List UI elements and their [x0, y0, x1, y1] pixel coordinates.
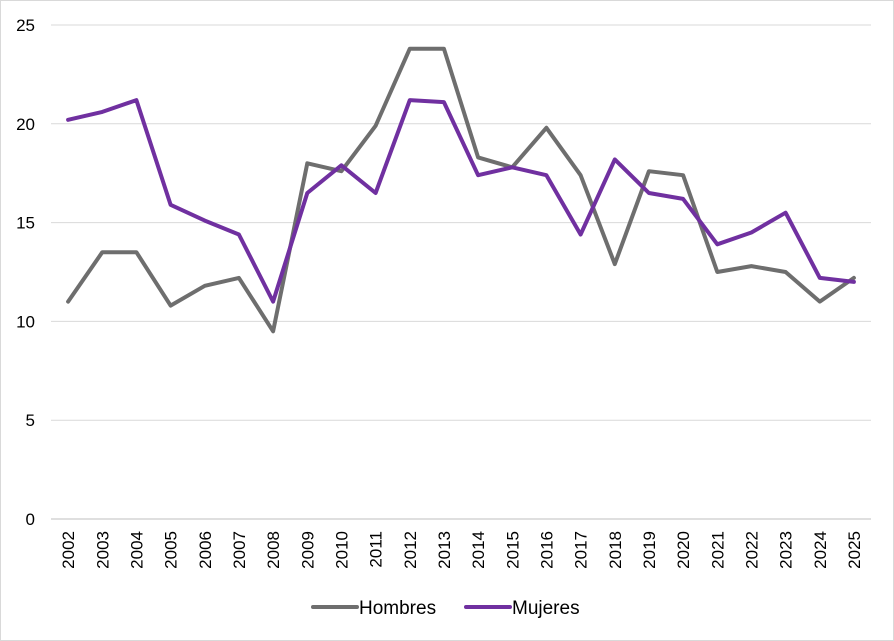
series-line-mujeres [66, 98, 856, 304]
x-tick-label: 2024 [811, 531, 830, 569]
y-tick-label: 25 [16, 16, 35, 35]
x-tick-label: 2017 [572, 531, 591, 569]
y-tick-label: 0 [26, 510, 35, 529]
x-axis-tick-labels: 2002 2003 2004 2005 2006 2007 2008 2009 2010 2011… [59, 531, 864, 569]
x-tick-label: 2025 [845, 531, 864, 569]
legend-label-mujeres: Mujeres [512, 598, 580, 619]
x-tick-label: 2011 [367, 531, 386, 568]
x-tick-label: 2008 [264, 531, 283, 569]
x-tick-label: 2002 [59, 531, 78, 569]
x-tick-label: 2016 [537, 531, 556, 569]
x-tick-label: 2013 [435, 531, 454, 569]
x-tick-label: 2010 [332, 531, 351, 569]
x-tick-label: 2014 [469, 531, 488, 569]
x-tick-label: 2019 [640, 531, 659, 569]
x-tick-label: 2023 [777, 531, 796, 569]
legend-label-hombres: Hombres [359, 598, 436, 619]
x-tick-label: 2018 [606, 531, 625, 569]
y-tick-label: 15 [16, 214, 35, 233]
y-tick-label: 20 [16, 115, 35, 134]
x-tick-label: 2009 [298, 531, 317, 569]
x-tick-label: 2015 [503, 531, 522, 569]
y-tick-label: 5 [26, 411, 35, 430]
x-tick-label: 2020 [674, 531, 693, 569]
x-tick-label: 2005 [162, 531, 181, 569]
y-tick-label: 10 [16, 312, 35, 331]
x-tick-label: 2007 [230, 531, 249, 569]
gridlines [51, 24, 871, 520]
series-lines [66, 46, 856, 334]
y-axis-tick-labels: 0 5 10 15 20 25 [16, 16, 35, 529]
x-tick-label: 2012 [401, 531, 420, 569]
x-tick-label: 2021 [708, 531, 727, 569]
x-tick-label: 2022 [742, 531, 761, 569]
legend: Hombres Mujeres [311, 598, 580, 619]
x-tick-label: 2004 [127, 531, 146, 569]
x-tick-label: 2006 [196, 531, 215, 569]
series-line-hombres [66, 46, 856, 334]
x-tick-label: 2003 [93, 531, 112, 569]
